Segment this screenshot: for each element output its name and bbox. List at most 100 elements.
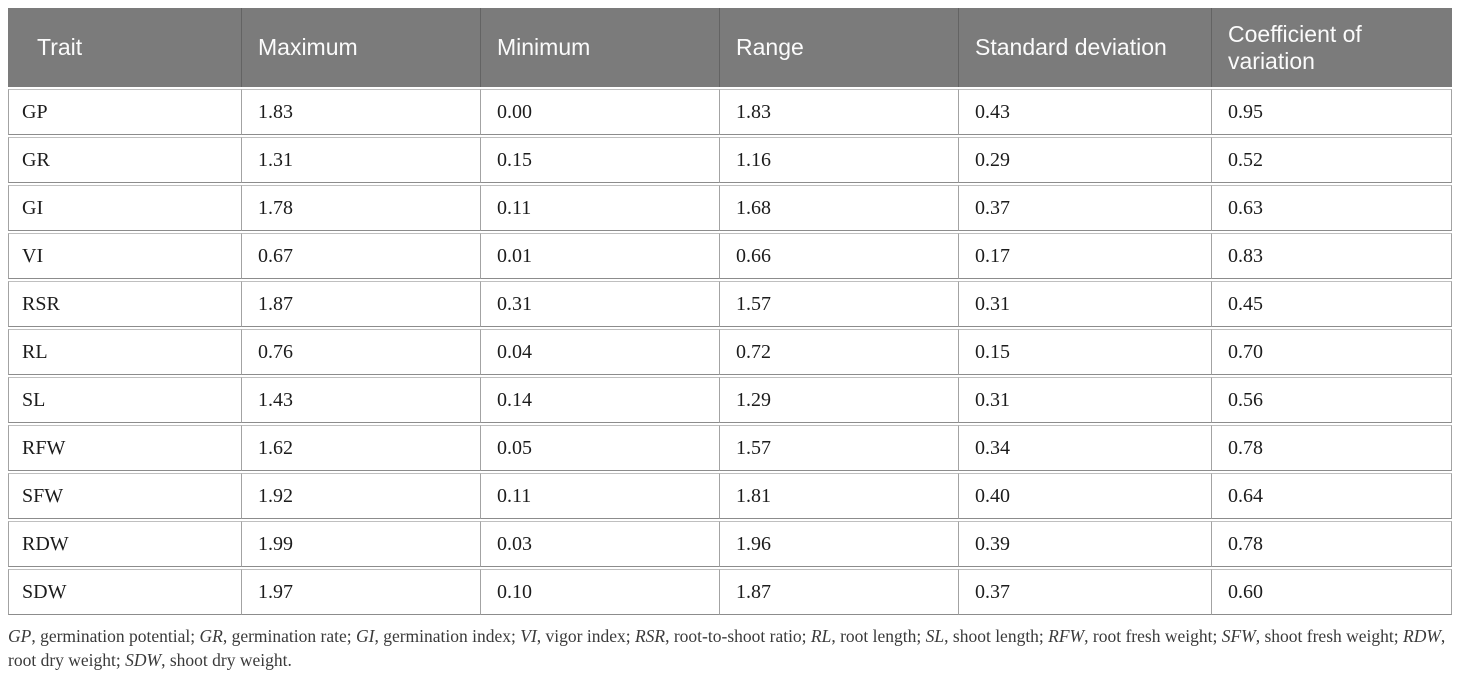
footnote-abbreviation: VI: [520, 626, 537, 646]
cell-maximum: 1.83: [242, 89, 481, 135]
cell-coefficient-of-variation: 0.45: [1212, 281, 1452, 327]
cell-trait: VI: [8, 233, 242, 279]
cell-range: 1.16: [720, 137, 959, 183]
cell-coefficient-of-variation: 0.78: [1212, 425, 1452, 471]
cell-minimum: 0.15: [481, 137, 720, 183]
cell-standard-deviation: 0.37: [959, 185, 1212, 231]
table-body: GP 1.83 0.00 1.83 0.43 0.95 GR 1.31 0.15 1.16 0.29…: [8, 89, 1452, 615]
cell-trait: SL: [8, 377, 242, 423]
cell-range: 1.29: [720, 377, 959, 423]
cell-minimum: 0.04: [481, 329, 720, 375]
cell-range: 1.68: [720, 185, 959, 231]
column-header-standard-deviation: Standard deviation: [959, 8, 1212, 87]
cell-minimum: 0.11: [481, 473, 720, 519]
cell-minimum: 0.10: [481, 569, 720, 615]
cell-trait: RSR: [8, 281, 242, 327]
footnote-abbreviation: RDW: [1403, 626, 1441, 646]
cell-trait: SDW: [8, 569, 242, 615]
cell-minimum: 0.01: [481, 233, 720, 279]
cell-range: 1.96: [720, 521, 959, 567]
cell-coefficient-of-variation: 0.95: [1212, 89, 1452, 135]
cell-trait: RFW: [8, 425, 242, 471]
cell-range: 0.66: [720, 233, 959, 279]
table-row-rfw: RFW 1.62 0.05 1.57 0.34 0.78: [8, 425, 1452, 471]
cell-minimum: 0.05: [481, 425, 720, 471]
column-header-minimum: Minimum: [481, 8, 720, 87]
column-header-range: Range: [720, 8, 959, 87]
cell-minimum: 0.11: [481, 185, 720, 231]
cell-trait: RL: [8, 329, 242, 375]
table-row-rdw: RDW 1.99 0.03 1.96 0.39 0.78: [8, 521, 1452, 567]
cell-trait: GR: [8, 137, 242, 183]
cell-maximum: 1.87: [242, 281, 481, 327]
column-header-coefficient-of-variation: Coefficient of variation: [1212, 8, 1452, 87]
header-row: Trait Maximum Minimum Range Standard deviati…: [8, 8, 1452, 87]
cell-standard-deviation: 0.17: [959, 233, 1212, 279]
cell-maximum: 1.62: [242, 425, 481, 471]
cell-coefficient-of-variation: 0.56: [1212, 377, 1452, 423]
table-row-gr: GR 1.31 0.15 1.16 0.29 0.52: [8, 137, 1452, 183]
cell-range: 1.57: [720, 281, 959, 327]
cell-coefficient-of-variation: 0.63: [1212, 185, 1452, 231]
cell-maximum: 1.92: [242, 473, 481, 519]
cell-standard-deviation: 0.43: [959, 89, 1212, 135]
cell-minimum: 0.00: [481, 89, 720, 135]
cell-maximum: 1.43: [242, 377, 481, 423]
cell-trait: SFW: [8, 473, 242, 519]
cell-coefficient-of-variation: 0.60: [1212, 569, 1452, 615]
table-row-gi: GI 1.78 0.11 1.68 0.37 0.63: [8, 185, 1452, 231]
footnote-abbreviation: RSR: [634, 626, 666, 646]
cell-trait: RDW: [8, 521, 242, 567]
cell-trait: GP: [8, 89, 242, 135]
cell-maximum: 1.97: [242, 569, 481, 615]
footnote: GP, germination potential; GR, germinati…: [8, 626, 1446, 670]
cell-maximum: 1.31: [242, 137, 481, 183]
table-row-rsr: RSR 1.87 0.31 1.57 0.31 0.45: [8, 281, 1452, 327]
cell-coefficient-of-variation: 0.78: [1212, 521, 1452, 567]
footnote-abbreviation: SL: [925, 626, 945, 646]
cell-standard-deviation: 0.29: [959, 137, 1212, 183]
cell-range: 1.57: [720, 425, 959, 471]
footnote-abbreviation: GI: [355, 626, 375, 646]
cell-trait: GI: [8, 185, 242, 231]
table-row-rl: RL 0.76 0.04 0.72 0.15 0.70: [8, 329, 1452, 375]
cell-maximum: 0.76: [242, 329, 481, 375]
cell-standard-deviation: 0.37: [959, 569, 1212, 615]
cell-standard-deviation: 0.31: [959, 377, 1212, 423]
table-row-sfw: SFW 1.92 0.11 1.81 0.40 0.64: [8, 473, 1452, 519]
cell-standard-deviation: 0.15: [959, 329, 1212, 375]
cell-minimum: 0.14: [481, 377, 720, 423]
cell-coefficient-of-variation: 0.64: [1212, 473, 1452, 519]
cell-maximum: 0.67: [242, 233, 481, 279]
cell-standard-deviation: 0.40: [959, 473, 1212, 519]
footnote-abbreviation: GR: [199, 626, 223, 646]
cell-standard-deviation: 0.39: [959, 521, 1212, 567]
footnote-abbreviation: SFW: [1221, 626, 1256, 646]
cell-standard-deviation: 0.34: [959, 425, 1212, 471]
table-row-sdw: SDW 1.97 0.10 1.87 0.37 0.60: [8, 569, 1452, 615]
footnote-abbreviation: RFW: [1048, 626, 1085, 646]
cell-range: 1.81: [720, 473, 959, 519]
footnote-abbreviation: SDW: [125, 650, 162, 670]
table-row-sl: SL 1.43 0.14 1.29 0.31 0.56: [8, 377, 1452, 423]
cell-range: 1.87: [720, 569, 959, 615]
cell-coefficient-of-variation: 0.83: [1212, 233, 1452, 279]
table-row-gp: GP 1.83 0.00 1.83 0.43 0.95: [8, 89, 1452, 135]
footnote-abbreviation: GP: [8, 626, 32, 646]
cell-minimum: 0.31: [481, 281, 720, 327]
column-header-maximum: Maximum: [242, 8, 481, 87]
cell-coefficient-of-variation: 0.70: [1212, 329, 1452, 375]
table-header: Trait Maximum Minimum Range Standard deviati…: [8, 8, 1452, 87]
cell-range: 0.72: [720, 329, 959, 375]
cell-maximum: 1.99: [242, 521, 481, 567]
cell-standard-deviation: 0.31: [959, 281, 1212, 327]
cell-maximum: 1.78: [242, 185, 481, 231]
cell-minimum: 0.03: [481, 521, 720, 567]
column-header-trait: Trait: [8, 8, 242, 87]
trait-statistics-table: Trait Maximum Minimum Range Standard deviati…: [8, 6, 1452, 617]
footnote-abbreviation: RL: [810, 626, 832, 646]
cell-coefficient-of-variation: 0.52: [1212, 137, 1452, 183]
cell-range: 1.83: [720, 89, 959, 135]
table-row-vi: VI 0.67 0.01 0.66 0.17 0.83: [8, 233, 1452, 279]
